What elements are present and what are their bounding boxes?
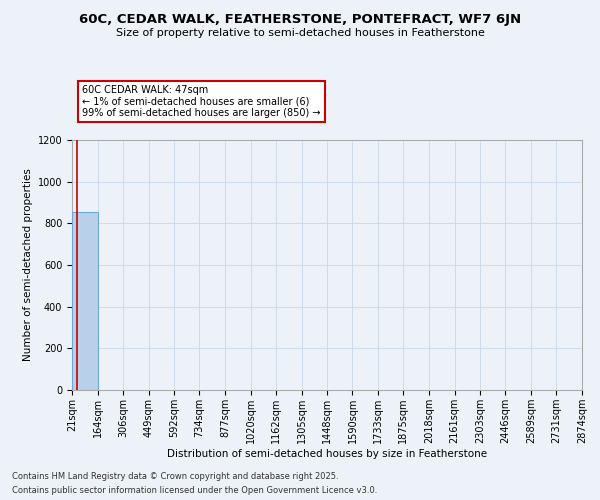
X-axis label: Distribution of semi-detached houses by size in Featherstone: Distribution of semi-detached houses by … xyxy=(167,448,487,458)
Text: Size of property relative to semi-detached houses in Featherstone: Size of property relative to semi-detach… xyxy=(116,28,484,38)
Text: 60C, CEDAR WALK, FEATHERSTONE, PONTEFRACT, WF7 6JN: 60C, CEDAR WALK, FEATHERSTONE, PONTEFRAC… xyxy=(79,12,521,26)
Y-axis label: Number of semi-detached properties: Number of semi-detached properties xyxy=(23,168,34,362)
Text: Contains public sector information licensed under the Open Government Licence v3: Contains public sector information licen… xyxy=(12,486,377,495)
Text: Contains HM Land Registry data © Crown copyright and database right 2025.: Contains HM Land Registry data © Crown c… xyxy=(12,472,338,481)
Text: 60C CEDAR WALK: 47sqm
← 1% of semi-detached houses are smaller (6)
99% of semi-d: 60C CEDAR WALK: 47sqm ← 1% of semi-detac… xyxy=(82,85,320,118)
Bar xyxy=(72,212,98,390)
